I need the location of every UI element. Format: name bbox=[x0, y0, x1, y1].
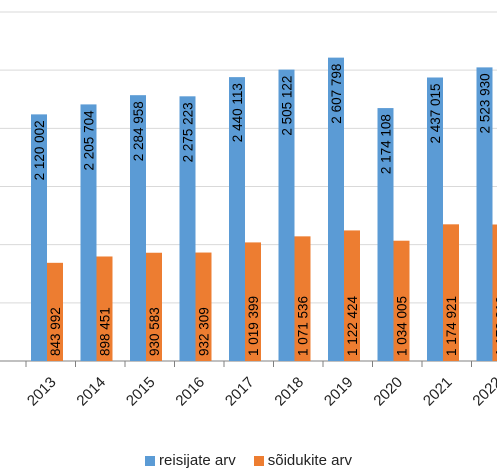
data-label-passengers: 2 205 704 bbox=[82, 110, 97, 171]
data-label-vehicles: 1 122 424 bbox=[345, 295, 360, 356]
legend-swatch-passengers bbox=[145, 455, 156, 466]
data-label-passengers: 2 437 015 bbox=[428, 83, 443, 143]
data-label-vehicles: 1 019 399 bbox=[246, 296, 261, 356]
x-tick-label: 2016 bbox=[172, 374, 208, 410]
legend-swatch-vehicles bbox=[253, 455, 264, 466]
data-label-vehicles: 1 034 005 bbox=[395, 296, 410, 356]
bar-passengers bbox=[130, 95, 146, 361]
x-tick-label: 2015 bbox=[123, 374, 159, 410]
bar-vehicles bbox=[96, 256, 113, 361]
legend-label-vehicles: sõidukite arv bbox=[267, 452, 352, 469]
bar-vehicles bbox=[195, 252, 212, 361]
bar-passengers bbox=[31, 114, 47, 361]
data-label-passengers: 2 607 798 bbox=[329, 64, 344, 124]
bar-passengers bbox=[328, 57, 344, 362]
data-label-passengers: 2 120 002 bbox=[32, 120, 47, 180]
legend-item-passengers: reisijate arv bbox=[145, 452, 236, 469]
x-tick-label: 2018 bbox=[271, 374, 307, 410]
data-label-vehicles: 843 992 bbox=[48, 307, 63, 356]
bar-passengers bbox=[476, 67, 493, 361]
bar-vehicles bbox=[393, 240, 410, 361]
legend-label-passengers: reisijate arv bbox=[159, 452, 236, 469]
data-label-passengers: 2 275 223 bbox=[181, 102, 196, 162]
x-tick-label: 2014 bbox=[73, 374, 109, 410]
x-tick-label: 2021 bbox=[420, 374, 456, 410]
data-label-vehicles: 898 451 bbox=[98, 307, 113, 356]
data-label-passengers: 2 284 958 bbox=[131, 101, 146, 161]
bar-passengers bbox=[278, 69, 295, 362]
bar-vehicles bbox=[245, 242, 261, 361]
data-label-passengers: 2 505 122 bbox=[280, 76, 295, 136]
data-label-passengers: 2 174 108 bbox=[379, 114, 394, 174]
bar-vehicles bbox=[294, 236, 311, 361]
x-tick-label: 2017 bbox=[222, 374, 258, 410]
bar-vehicles bbox=[344, 230, 360, 361]
bar-passengers bbox=[427, 77, 443, 361]
data-label-passengers: 2 523 930 bbox=[478, 73, 493, 133]
bar-passengers bbox=[179, 96, 196, 361]
data-label-vehicles: 1 173 319 bbox=[494, 296, 497, 356]
data-label-vehicles: 1 071 536 bbox=[296, 296, 311, 356]
x-tick-label: 2013 bbox=[24, 374, 60, 410]
legend: reisijate arv sõidukite arv bbox=[0, 452, 497, 469]
bar-passengers bbox=[377, 108, 394, 361]
x-tick-label: 2022 bbox=[469, 374, 497, 410]
bar-vehicles bbox=[146, 252, 162, 361]
x-tick-label: 2020 bbox=[370, 374, 406, 410]
data-label-vehicles: 930 583 bbox=[147, 307, 162, 356]
bar-vehicles bbox=[443, 224, 459, 361]
legend-item-vehicles: sõidukite arv bbox=[253, 452, 352, 469]
data-label-passengers: 2 440 113 bbox=[230, 83, 245, 142]
bar-vehicles bbox=[47, 262, 63, 361]
data-label-vehicles: 932 309 bbox=[197, 307, 212, 356]
bar-passengers bbox=[80, 104, 97, 361]
x-tick-label: 2019 bbox=[321, 374, 357, 410]
data-label-vehicles: 1 174 921 bbox=[444, 296, 459, 356]
bar-vehicles bbox=[492, 224, 497, 361]
bar-passengers bbox=[229, 77, 245, 362]
